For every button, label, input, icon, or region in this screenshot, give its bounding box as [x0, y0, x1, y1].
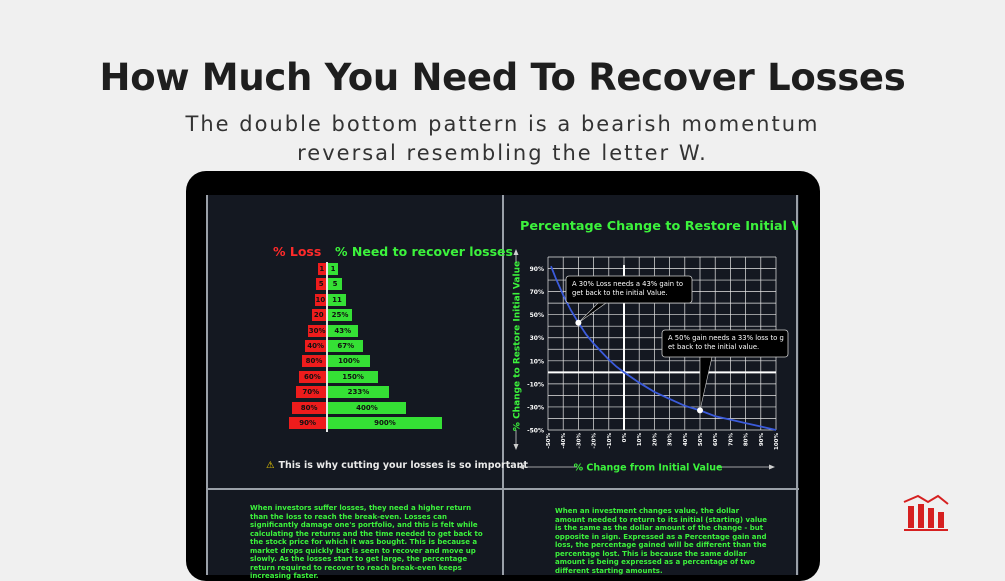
recover-bar: 233%: [328, 386, 389, 399]
loss-bar: 30%: [308, 324, 326, 337]
recover-bar: 5: [328, 278, 343, 291]
recover-bar: 11: [328, 293, 346, 306]
panel-border-right: [796, 195, 798, 575]
loss-bar: 5: [316, 278, 326, 291]
loss-bar: 60%: [298, 370, 326, 383]
recover-bar: 150%: [328, 370, 379, 383]
page-title: How Much You Need To Recover Losses: [99, 56, 906, 99]
recover-bar: 1: [328, 263, 338, 275]
page-subtitle: The double bottom pattern is a bearish m…: [185, 112, 820, 165]
bar-chart-logo-icon: [903, 494, 949, 531]
loss-bar: 80%: [302, 355, 326, 368]
recover-bar: 67%: [328, 340, 364, 352]
recover-bar: 25%: [328, 309, 352, 322]
panel-border-left: [206, 195, 208, 575]
loss-bar: 20: [311, 309, 326, 322]
recover-bar: 43%: [328, 324, 358, 337]
loss-bar: 10: [314, 293, 326, 306]
recover-bar: 900%: [328, 417, 442, 429]
recover-header: % Need to recover losses: [335, 244, 513, 259]
loss-bar: 80%: [292, 401, 326, 414]
loss-bar: 1: [317, 263, 326, 275]
recover-bar: 100%: [328, 355, 370, 368]
loss-bar: 70%: [295, 386, 326, 399]
panel-divider-vertical: [502, 195, 504, 575]
warning-note-text: This is why cutting your losses is so im…: [278, 460, 528, 471]
panel-divider-horizontal: [206, 488, 799, 490]
loss-bar: 90%: [289, 417, 326, 429]
loss-header: % Loss: [273, 244, 322, 259]
warning-note: ⚠ This is why cutting your losses is so i…: [266, 460, 528, 471]
left-paragraph: When investors suffer losses, they need …: [250, 504, 483, 580]
pyramid-center-line: [326, 262, 328, 432]
warning-icon: ⚠: [266, 460, 275, 471]
chart-title: Percentage Change to Restore Initial Val…: [520, 219, 798, 234]
loss-bar: 40%: [305, 340, 326, 352]
recover-bar: 400%: [328, 401, 406, 414]
